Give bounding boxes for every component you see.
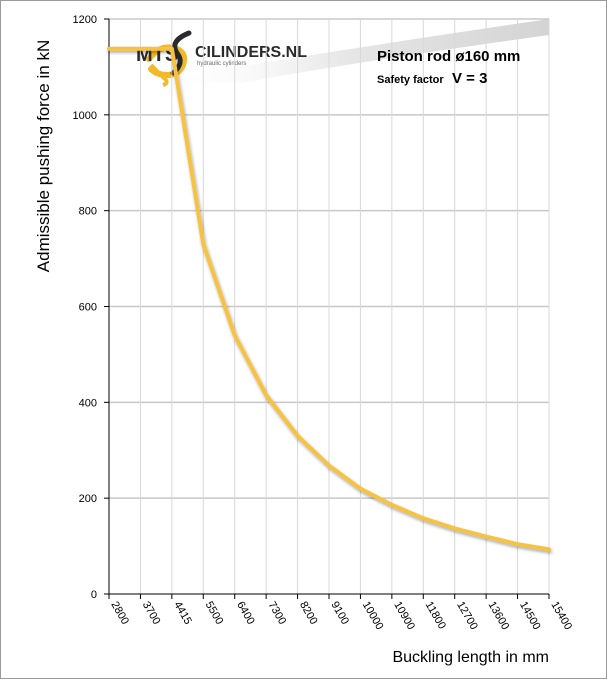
axes [104, 18, 550, 599]
x-tick-label: 11800 [423, 600, 448, 632]
data-point [201, 242, 205, 246]
data-point [327, 464, 331, 468]
y-tick-label: 200 [79, 493, 97, 505]
data-point [233, 333, 237, 337]
x-tick-label: 7300 [266, 600, 289, 627]
y-tick-label: 800 [79, 206, 97, 218]
x-tick-label: 4415 [171, 600, 194, 627]
x-tick-label: 13600 [486, 600, 512, 632]
x-tick-label: 10900 [391, 600, 417, 632]
data-point [390, 503, 394, 507]
data-point [296, 434, 300, 438]
x-tick-label: 10000 [360, 600, 386, 632]
x-tick-label: 9100 [328, 600, 351, 627]
x-tick-label: 12700 [454, 600, 480, 632]
data-point [358, 487, 362, 491]
x-tick-label: 6400 [234, 600, 257, 627]
data-point [547, 547, 551, 551]
data-point [484, 535, 488, 538]
x-axis-label: Buckling length in mm [392, 649, 549, 666]
y-tick-label: 1000 [73, 110, 97, 122]
data-point [421, 516, 425, 520]
x-tick-label: 2800 [108, 600, 131, 627]
y-tick-labels: 0 200 400 600 800 1000 1200 [73, 14, 97, 601]
grid [109, 18, 550, 594]
y-tick-label: 400 [79, 397, 97, 409]
y-axis-label: Admissible pushing force in kN [34, 40, 53, 272]
data-point [516, 542, 520, 546]
y-tick-label: 1200 [73, 14, 97, 26]
data-point [107, 47, 111, 51]
logo-s-icon [170, 30, 192, 76]
chart-title: Piston rod ø160 mm [377, 48, 520, 65]
data-point [170, 47, 174, 51]
subtitle-value: V = 3 [452, 70, 487, 87]
series [107, 46, 551, 552]
subtitle-label: Safety factor [377, 74, 444, 86]
x-tick-label: 3700 [140, 600, 163, 627]
logo-tagline: hydraulic cylinders [197, 61, 246, 67]
data-point [138, 47, 142, 51]
data-point [264, 393, 268, 397]
logo-text-cilinders: CILINDERS.NL [195, 44, 307, 61]
x-tick-label: 5500 [203, 600, 226, 627]
data-point [453, 526, 457, 530]
y-tick-label: 600 [79, 302, 97, 314]
x-tick-label: 15400 [548, 600, 574, 632]
x-tick-labels: 2800 3700 4415 5500 6400 7300 8200 9100 10000 109… [108, 600, 574, 632]
y-tick-label: 0 [91, 589, 97, 601]
logo-swoosh-icon [151, 19, 549, 83]
x-tick-label: 14500 [517, 600, 543, 632]
x-tick-label: 8200 [297, 600, 320, 627]
